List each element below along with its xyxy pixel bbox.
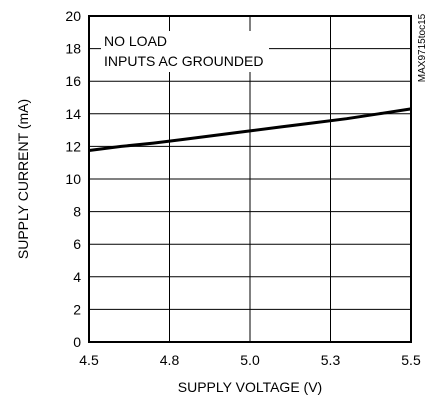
y-tick-label: 8 xyxy=(73,204,81,220)
y-tick-label: 10 xyxy=(65,171,81,187)
y-tick-labels: 0 2 4 6 8 10 12 14 16 18 20 xyxy=(65,8,81,350)
y-tick-label: 6 xyxy=(73,236,81,252)
annotation-inputs-ac-grounded: INPUTS AC GROUNDED xyxy=(104,53,263,69)
x-tick-label: 5.0 xyxy=(240,352,260,368)
y-tick-label: 20 xyxy=(65,8,81,24)
y-tick-label: 0 xyxy=(73,334,81,350)
y-tick-label: 12 xyxy=(65,138,81,154)
data-series xyxy=(88,107,412,152)
y-tick-label: 2 xyxy=(73,301,81,317)
y-tick-label: 18 xyxy=(65,41,81,57)
annotation-no-load: NO LOAD xyxy=(104,33,167,49)
y-tick-label: 16 xyxy=(65,73,81,89)
plot-frame xyxy=(88,15,412,343)
series-line xyxy=(88,107,412,152)
x-tick-label: 4.8 xyxy=(160,352,180,368)
y-tick-label: 14 xyxy=(65,106,81,122)
x-axis-title: SUPPLY VOLTAGE (V) xyxy=(178,379,322,395)
figure-id-label: MAX9715toc15 xyxy=(417,13,428,82)
x-tick-label: 5.3 xyxy=(321,352,341,368)
x-tick-label: 4.5 xyxy=(79,352,99,368)
x-tick-label: 5.5 xyxy=(401,352,421,368)
x-tick-labels: 4.5 4.8 5.0 5.3 5.5 xyxy=(79,352,421,368)
y-tick-label: 4 xyxy=(73,269,81,285)
y-axis-title: SUPPLY CURRENT (mA) xyxy=(15,99,31,259)
annotation-background xyxy=(101,31,269,72)
